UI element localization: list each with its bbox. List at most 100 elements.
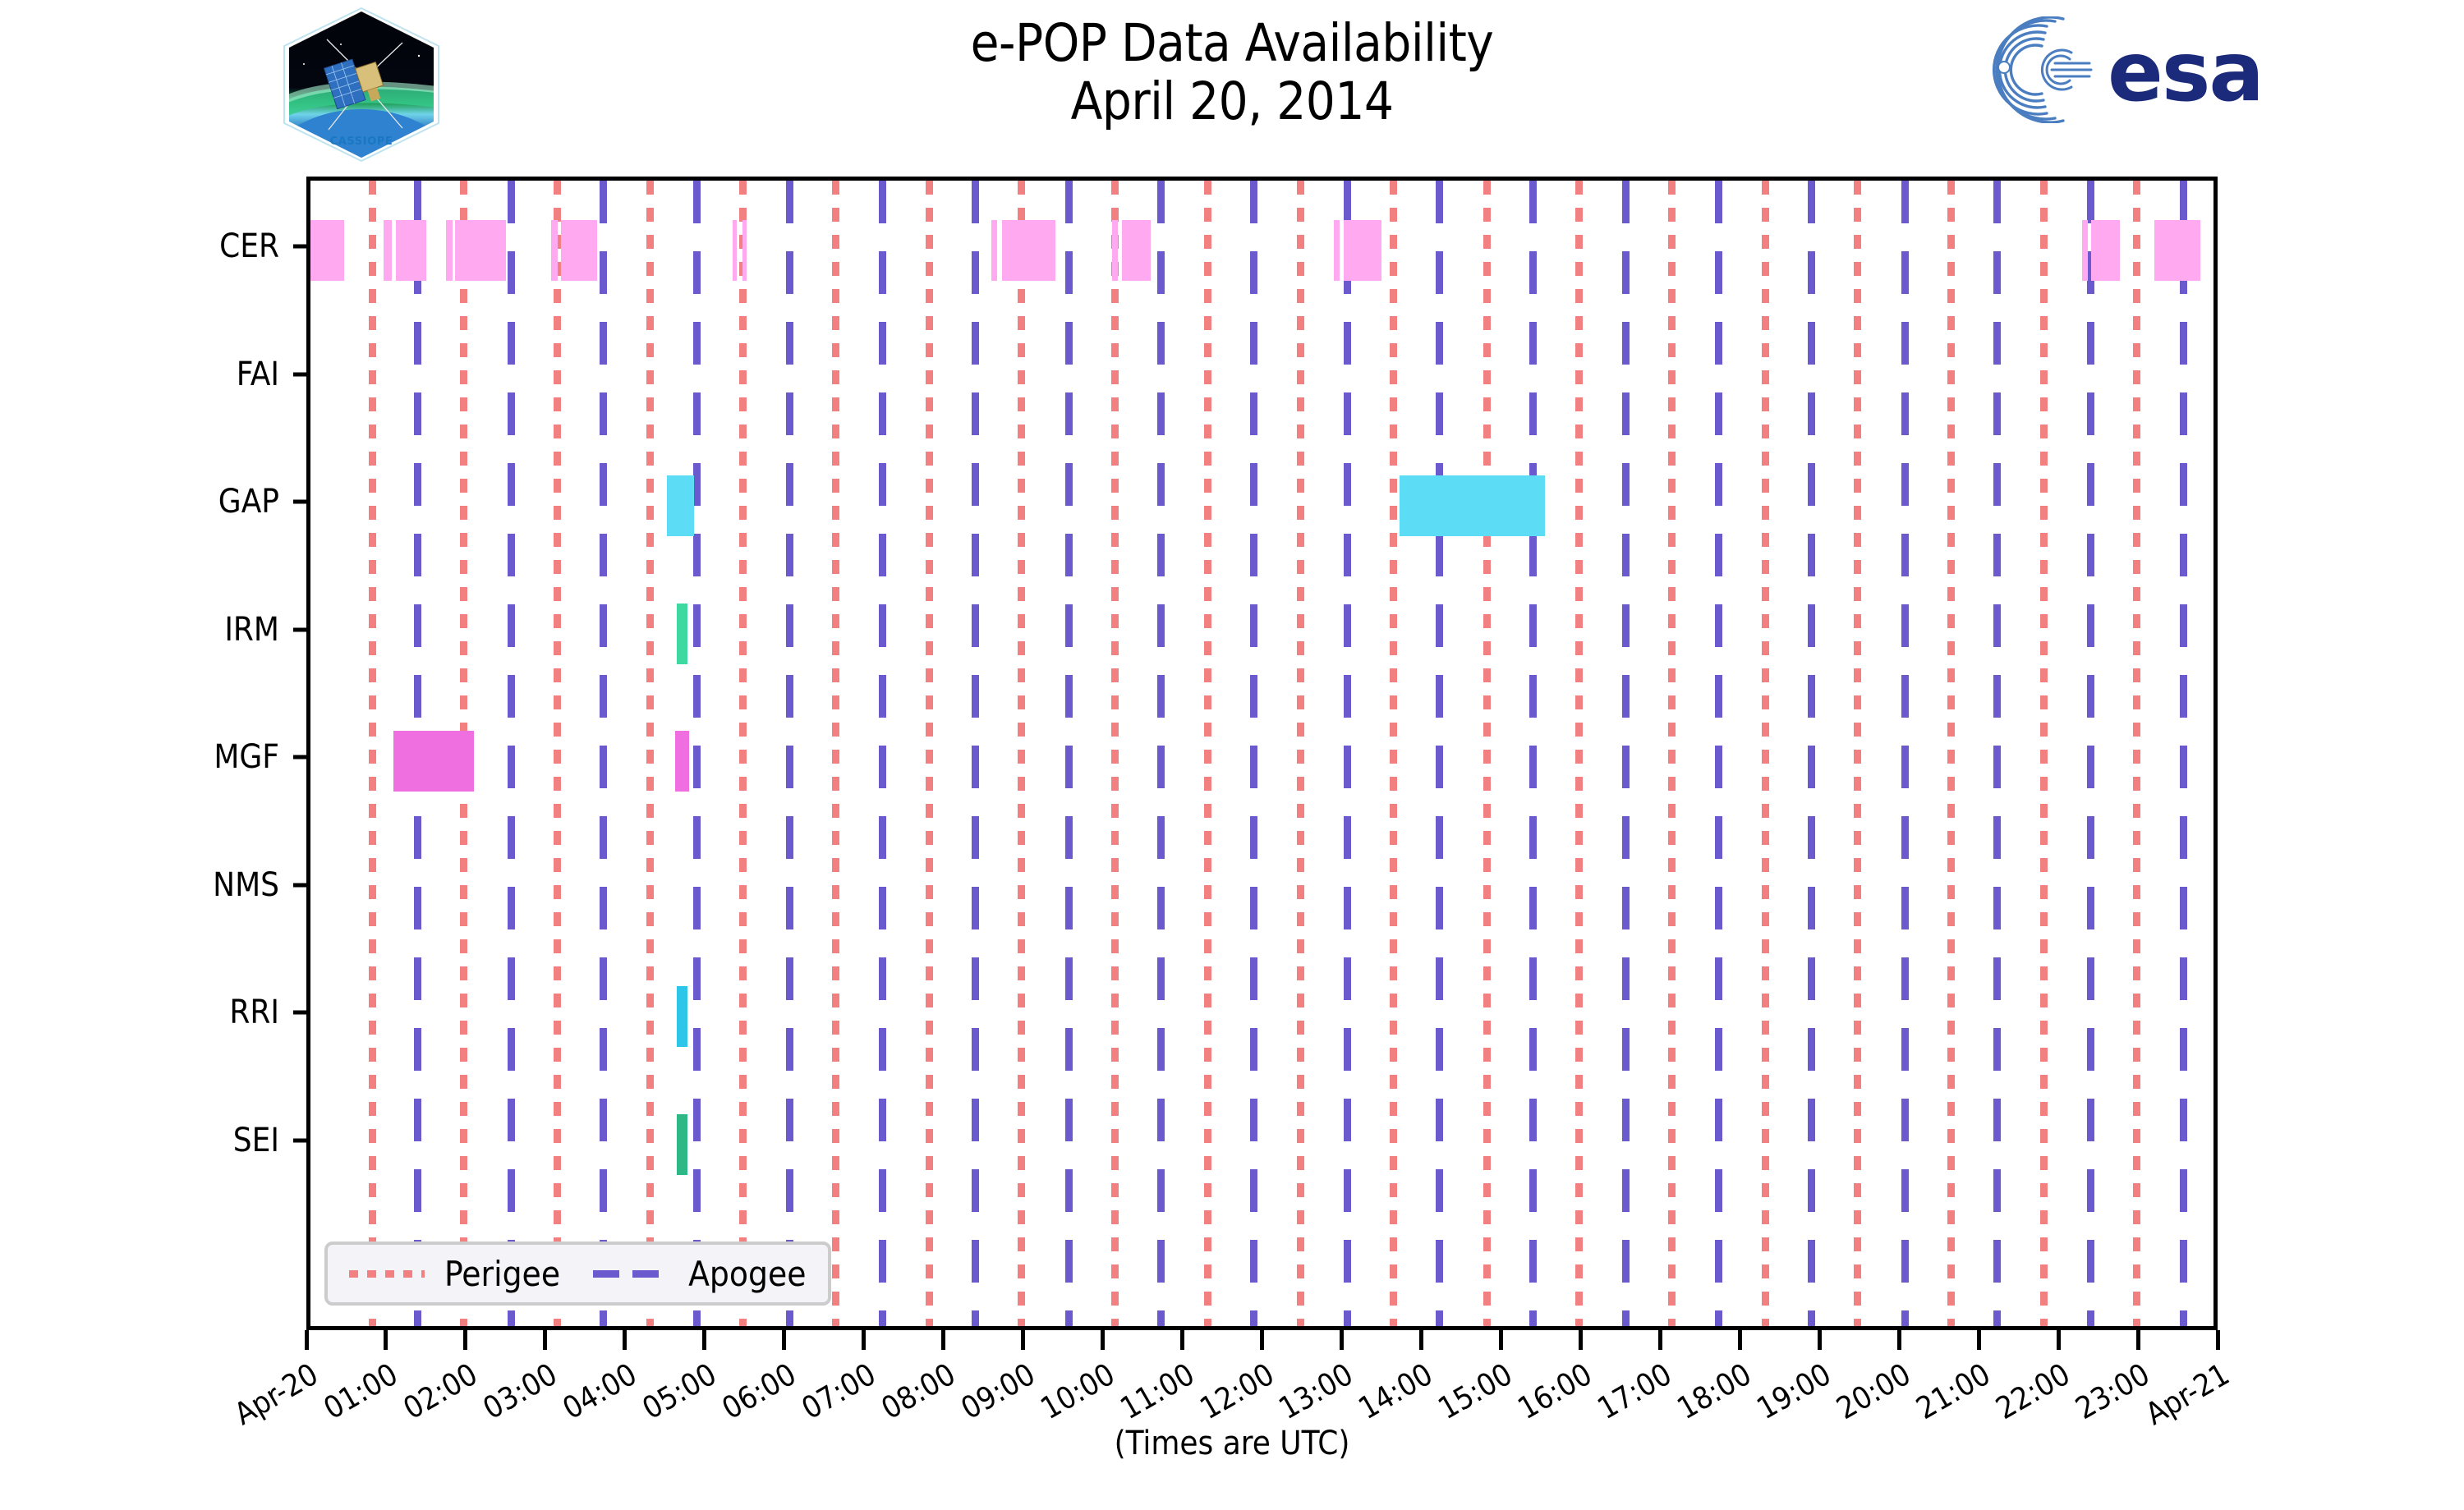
x-tick-mark xyxy=(1498,1330,1503,1350)
data-bar-gap xyxy=(1400,475,1545,536)
legend: Perigee Apogee xyxy=(324,1242,831,1306)
y-tick-label-rri: RRI xyxy=(229,994,279,1031)
y-tick-label-irm: IRM xyxy=(224,610,279,649)
x-tick-mark xyxy=(2056,1330,2061,1350)
data-bar-cer xyxy=(310,220,344,281)
apogee-line xyxy=(692,181,701,1326)
perigee-line xyxy=(2132,181,2140,1326)
page-title-line2: April 20, 2014 xyxy=(1070,71,1394,131)
apogee-line xyxy=(1622,181,1630,1326)
data-bar-gap xyxy=(667,475,695,536)
x-tick-mark xyxy=(2135,1330,2140,1350)
x-tick-mark xyxy=(1896,1330,1901,1350)
perigee-line xyxy=(2040,181,2048,1326)
y-tick-label-sei: SEI xyxy=(232,1121,279,1159)
y-tick-mark xyxy=(293,1138,307,1142)
y-tick-mark xyxy=(293,627,307,631)
plot-area xyxy=(306,177,2218,1330)
data-bar-cer xyxy=(991,220,997,281)
apogee-line xyxy=(600,181,608,1326)
page-title-line1: e-POP Data Availability xyxy=(970,13,1494,73)
perigee-line xyxy=(1110,181,1119,1326)
perigee-line xyxy=(1390,181,1398,1326)
y-tick-mark xyxy=(293,244,307,249)
x-tick-mark xyxy=(2215,1330,2220,1350)
apogee-line xyxy=(2179,181,2187,1326)
apogee-line xyxy=(2086,181,2094,1326)
y-tick-mark xyxy=(293,372,307,376)
x-tick-mark xyxy=(1578,1330,1583,1350)
page-title: e-POP Data Availability April 20, 2014 xyxy=(739,13,1725,131)
legend-item-perigee: Perigee xyxy=(349,1254,560,1294)
y-tick-mark xyxy=(293,755,307,760)
apogee-line xyxy=(1436,181,1444,1326)
perigee-line xyxy=(925,181,933,1326)
x-tick-mark xyxy=(384,1330,388,1350)
perigee-line xyxy=(646,181,654,1326)
apogee-line xyxy=(878,181,886,1326)
data-bar-cer xyxy=(1333,220,1340,281)
apogee-line-swatch-icon xyxy=(593,1269,669,1278)
x-tick-mark xyxy=(1976,1330,1981,1350)
perigee-line xyxy=(1018,181,1026,1326)
cassiope-logo-svg: CASSIOPE xyxy=(283,7,439,163)
perigee-line xyxy=(832,181,840,1326)
perigee-line xyxy=(554,181,562,1326)
perigee-line xyxy=(738,181,747,1326)
data-bar-cer xyxy=(2082,220,2089,281)
data-bar-cer xyxy=(732,220,737,281)
cassiope-logo: CASSIOPE xyxy=(279,7,444,163)
x-tick-mark xyxy=(941,1330,946,1350)
apogee-line xyxy=(786,181,794,1326)
apogee-line xyxy=(1343,181,1351,1326)
data-bar-cer xyxy=(1001,220,1055,281)
data-bar-rri xyxy=(677,986,687,1047)
legend-label-apogee: Apogee xyxy=(688,1253,807,1294)
data-bar-cer xyxy=(455,220,506,281)
apogee-line xyxy=(972,181,980,1326)
x-tick-mark xyxy=(1260,1330,1264,1350)
perigee-line xyxy=(1575,181,1584,1326)
apogee-line xyxy=(1714,181,1722,1326)
perigee-line xyxy=(1761,181,1769,1326)
page-header: CASSIOPE e-POP Data Availability April 2… xyxy=(0,0,2464,177)
esa-logo-svg: esa xyxy=(1992,16,2264,124)
x-tick-mark xyxy=(1817,1330,1822,1350)
perigee-line xyxy=(1483,181,1491,1326)
apogee-line xyxy=(1808,181,1816,1326)
y-tick-label-fai: FAI xyxy=(236,355,279,393)
plot-inner xyxy=(310,181,2213,1326)
data-bar-cer xyxy=(2154,220,2200,281)
x-tick-mark xyxy=(304,1330,309,1350)
y-tick-label-nms: NMS xyxy=(213,865,279,904)
y-tick-label-mgf: MGF xyxy=(214,738,279,776)
esa-logo: esa xyxy=(1947,16,2333,124)
apogee-line xyxy=(1993,181,2002,1326)
x-tick-mark xyxy=(463,1330,468,1350)
data-bar-mgf xyxy=(393,731,474,792)
y-tick-mark xyxy=(293,1010,307,1015)
x-axis-caption: (Times are UTC) xyxy=(1114,1425,1350,1462)
data-bar-irm xyxy=(677,603,687,664)
data-bar-sei xyxy=(677,1113,687,1175)
y-tick-mark xyxy=(293,883,307,887)
esa-logo-wordmark: esa xyxy=(2108,24,2263,120)
x-tick-mark xyxy=(1339,1330,1344,1350)
perigee-line xyxy=(1947,181,1955,1326)
x-tick-mark xyxy=(862,1330,867,1350)
x-tick-mark xyxy=(1657,1330,1662,1350)
apogee-line xyxy=(1901,181,1909,1326)
x-tick-mark xyxy=(623,1330,627,1350)
data-bar-cer xyxy=(384,220,392,281)
x-tick-mark xyxy=(543,1330,548,1350)
legend-item-apogee: Apogee xyxy=(593,1253,807,1294)
apogee-line xyxy=(1157,181,1165,1326)
x-tick-mark xyxy=(1021,1330,1026,1350)
x-tick-mark xyxy=(1418,1330,1423,1350)
x-tick-mark xyxy=(1737,1330,1742,1350)
data-bar-cer xyxy=(742,220,747,281)
x-tick-mark xyxy=(1101,1330,1106,1350)
data-bar-cer xyxy=(395,220,426,281)
apogee-line xyxy=(1250,181,1258,1326)
x-tick-mark xyxy=(782,1330,787,1350)
